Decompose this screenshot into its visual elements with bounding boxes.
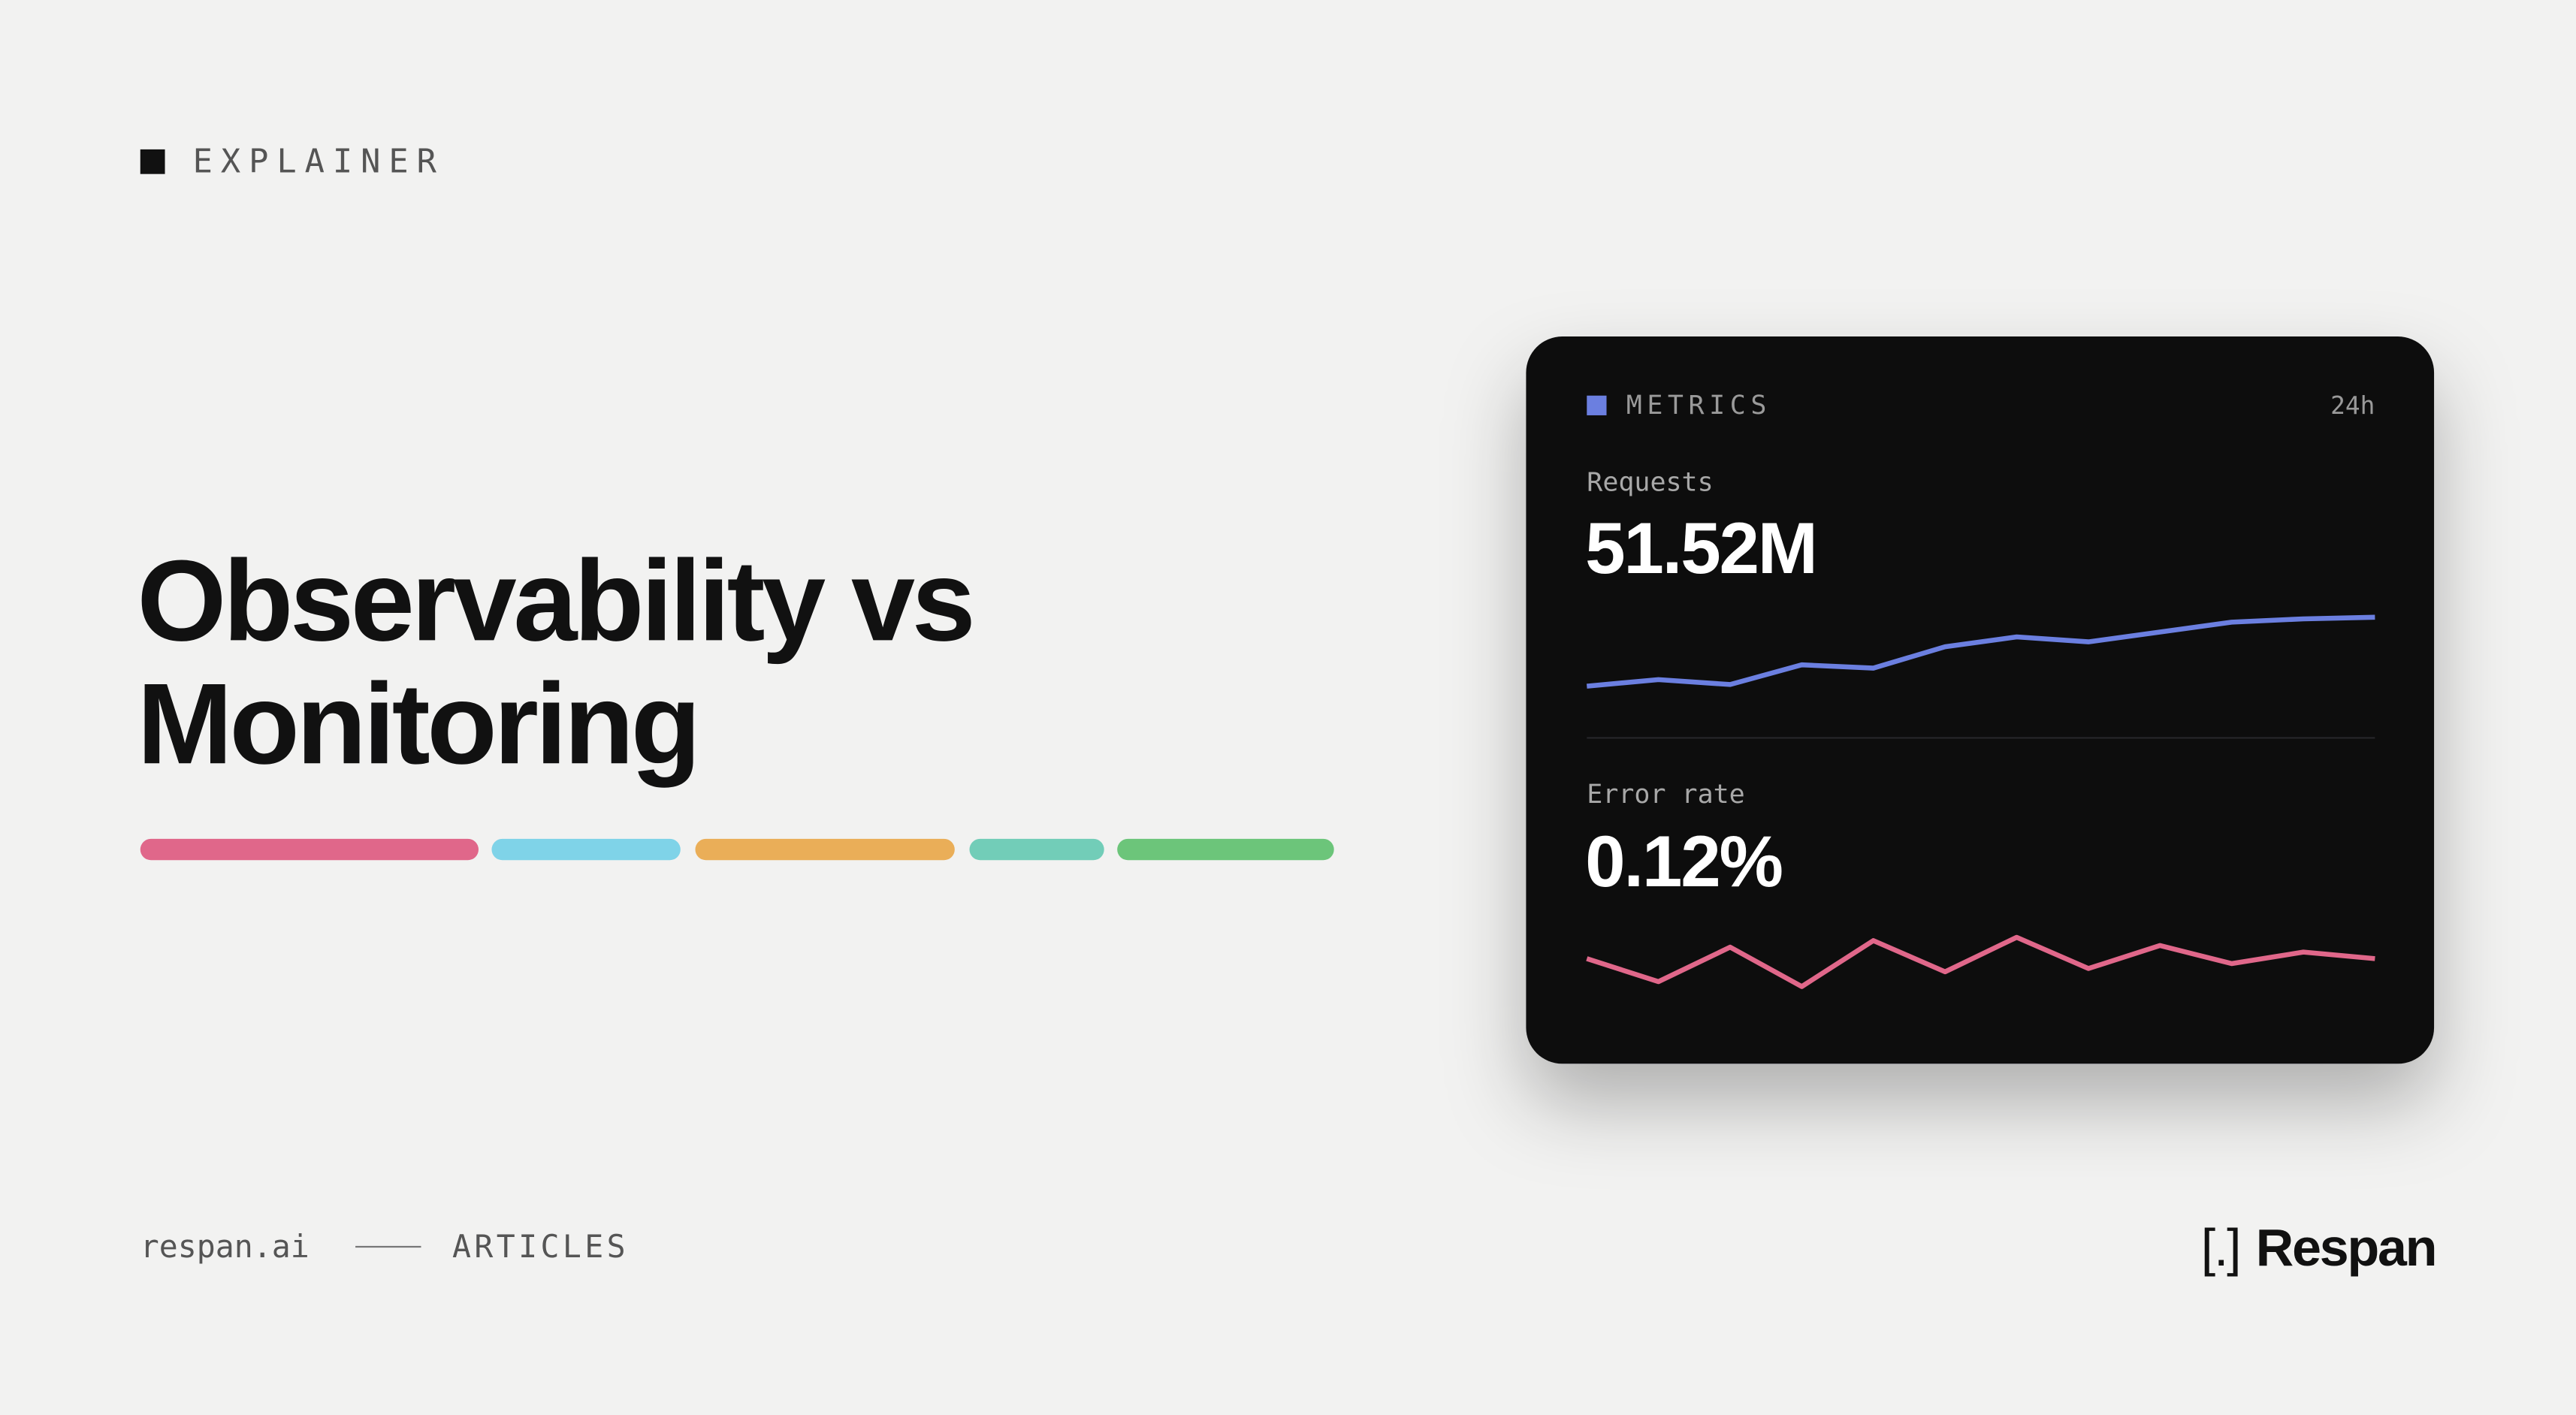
card-range: 24h <box>2330 391 2375 420</box>
color-bar <box>969 838 1104 861</box>
color-bar <box>140 838 479 861</box>
metric-name: Requests <box>1587 467 1713 497</box>
card-label: METRICS <box>1626 391 1771 421</box>
footer-section: ARTICLES <box>452 1228 629 1265</box>
logo-mark: [.] <box>2201 1218 2240 1277</box>
logo-name: Respan <box>2256 1218 2436 1277</box>
metrics-card <box>1526 336 2435 1064</box>
metric-name: Error rate <box>1587 780 1744 810</box>
metric-value: 0.12% <box>1585 822 1782 902</box>
footer-site: respan.ai <box>140 1228 310 1265</box>
sparkline <box>1586 934 2375 989</box>
color-bar <box>491 838 681 861</box>
title-line: Monitoring <box>137 660 697 788</box>
eyebrow-icon <box>140 149 165 174</box>
color-bar <box>695 838 955 861</box>
color-bars <box>140 838 1334 861</box>
sparkline <box>1586 614 2375 689</box>
card-icon <box>1587 395 1607 415</box>
metric-value: 51.52M <box>1585 508 1816 589</box>
color-bar <box>1117 838 1334 861</box>
title-line: Observability vs <box>137 537 972 665</box>
eyebrow: EXPLAINER <box>193 142 445 180</box>
